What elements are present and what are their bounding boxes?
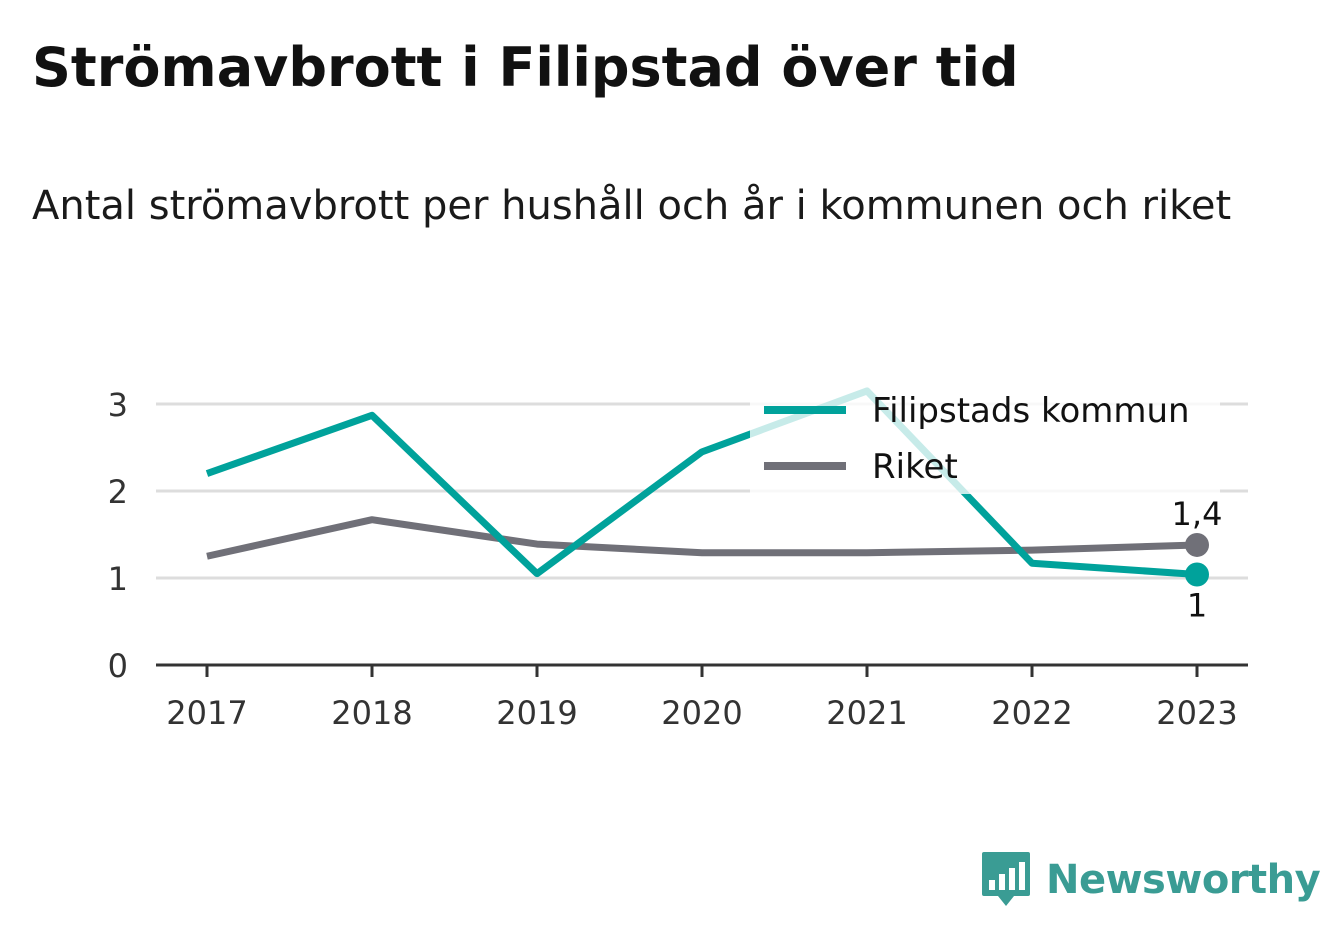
y-axis: 0 1 2 3: [108, 386, 128, 685]
end-labels: 1,41: [1172, 495, 1223, 625]
chart-subtitle: Antal strömavbrott per hushåll och år i …: [32, 183, 1232, 229]
x-tick-label-2021: 2021: [826, 694, 907, 732]
end-label-riket: 1,4: [1172, 495, 1223, 533]
legend: Filipstads kommun Riket: [750, 382, 1220, 494]
x-tick-label-2022: 2022: [991, 694, 1072, 732]
legend-label-0: Filipstads kommun: [872, 391, 1190, 431]
end-label-filipstad: 1: [1187, 587, 1207, 625]
y-tick-label-0: 0: [108, 647, 128, 685]
x-axis: 2017 2018 2019 2020 2021 2022 2023: [156, 663, 1248, 732]
end-marker-riket: [1185, 532, 1209, 557]
chart-title: Strömavbrott i Filipstad över tid: [32, 36, 1019, 99]
x-tick-label-2017: 2017: [166, 694, 247, 732]
x-tick-label-2018: 2018: [331, 694, 412, 732]
x-tick-label-2019: 2019: [496, 694, 577, 732]
brand-name: Newsworthy: [1046, 857, 1321, 903]
legend-label-1: Riket: [872, 447, 958, 487]
brand-logo: Newsworthy: [980, 850, 1321, 910]
y-tick-label-1: 1: [108, 560, 128, 598]
x-tick-label-2020: 2020: [661, 694, 742, 732]
series-line-1: [206, 516, 1198, 560]
y-tick-label-3: 3: [108, 386, 128, 424]
x-tick-label-2023: 2023: [1156, 694, 1237, 732]
line-chart: 0 1 2 3 2017 2018 2019 2020 2021 2022 2023 Filips…: [107, 382, 1248, 732]
legend-background: [750, 382, 1220, 494]
end-marker-filipstad: [1185, 562, 1209, 587]
y-tick-label-2: 2: [108, 473, 128, 511]
newsworthy-logo-icon: [982, 852, 1030, 906]
